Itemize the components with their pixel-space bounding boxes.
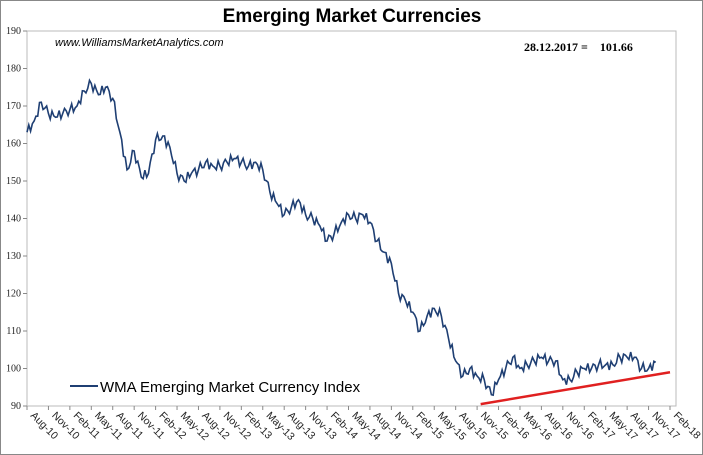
chart-title: Emerging Market Currencies [223,6,482,27]
y-tick-label: 190 [6,26,21,37]
latest-value-annotation: 28.12.2017 = 101.66 [524,40,633,54]
y-tick-label: 150 [6,176,21,187]
y-tick-label: 90 [11,401,21,412]
index-series-line [26,78,657,397]
y-tick-label: 160 [6,139,21,150]
y-tick-label: 170 [6,101,21,112]
legend-label: WMA Emerging Market Currency Index [100,379,361,396]
y-tick-label: 130 [6,251,21,262]
y-tick-label: 180 [6,64,21,75]
y-tick-label: 120 [6,289,21,300]
y-tick-label: 110 [6,326,21,337]
y-tick-label: 100 [6,364,21,375]
y-tick-label: 140 [6,214,21,225]
website-watermark: www.WilliamsMarketAnalytics.com [55,37,224,49]
trendline [480,371,671,406]
